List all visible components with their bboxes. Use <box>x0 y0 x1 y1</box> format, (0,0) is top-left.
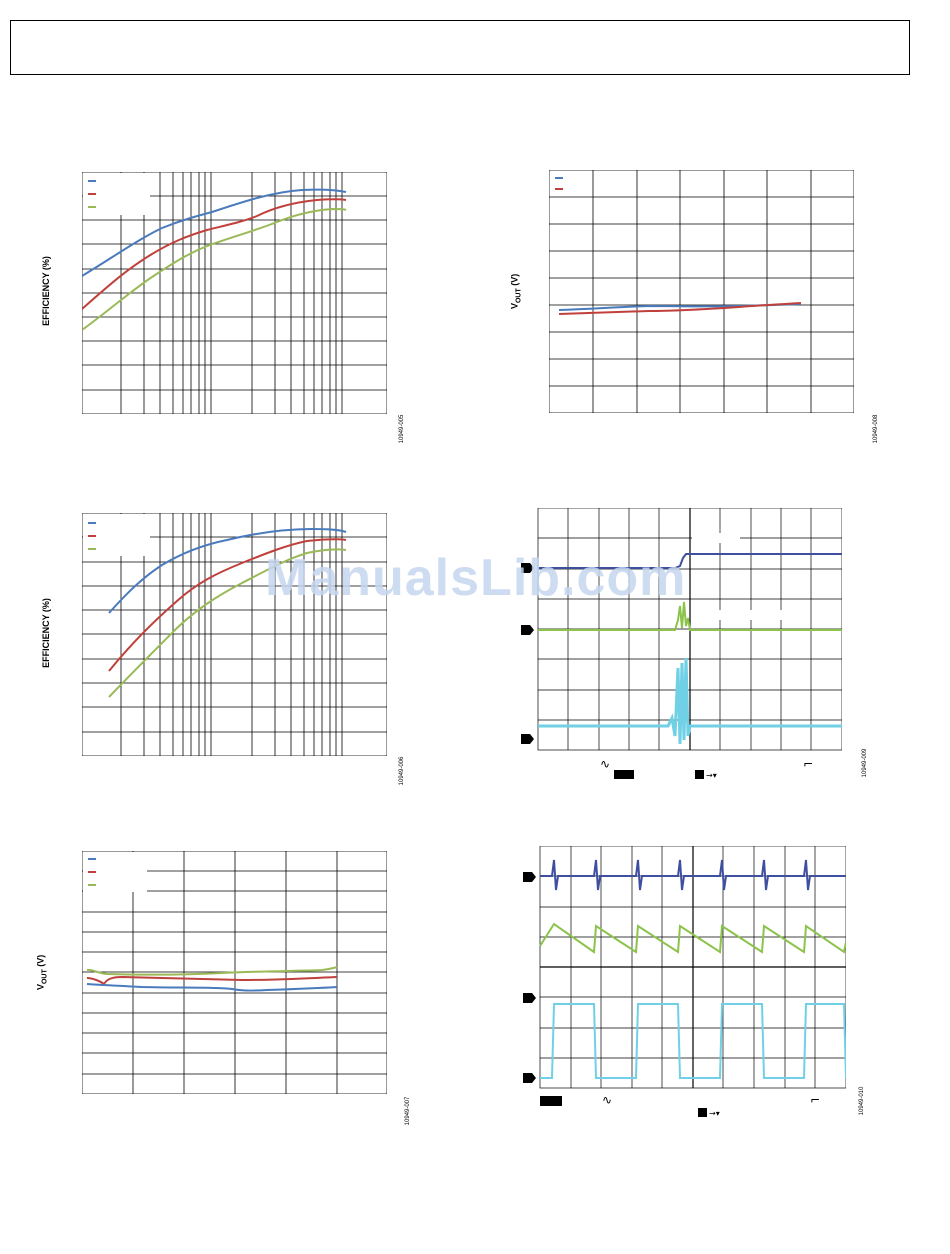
efficiency-chart-1-curve-green <box>82 207 347 331</box>
scope-capture-2-trace-3 <box>540 1003 846 1079</box>
scope-capture-2-arrow-icon: →▾ <box>709 1109 720 1118</box>
scope-capture-2-marker-2 <box>523 993 536 1003</box>
efficiency-chart-1-figure-id: 10949-005 <box>399 414 405 444</box>
scope-capture-2-trace-2 <box>539 922 846 954</box>
efficiency-chart-3-figure-id: 10949-006 <box>399 756 405 786</box>
vout-chart-2-legend-box <box>550 171 592 196</box>
scope-capture-1-tilde-icon: ∿ <box>600 757 610 771</box>
scope-capture-2-channel-badge <box>540 1096 562 1106</box>
page-header-box <box>10 20 910 75</box>
scope-capture-2-edge-icon: ⌐ <box>810 1093 820 1107</box>
scope-capture-1-edge-icon: ⌐ <box>803 757 813 771</box>
scope-capture-2: ∿ →▾ ⌐ <box>523 846 846 1118</box>
efficiency-chart-3 <box>82 513 387 756</box>
scope-capture-1-arrow-icon: →▾ <box>706 771 717 780</box>
scope-capture-1-trace-3 <box>538 657 842 745</box>
manualslib-watermark: ManualsLib.com <box>265 549 687 607</box>
vout-chart-5-grid <box>82 851 387 1094</box>
scope-capture-2-tilde-icon: ∿ <box>602 1093 612 1107</box>
scope-capture-2-marker-1 <box>523 872 536 882</box>
scope-capture-1-trace-2 <box>538 601 842 631</box>
scope-capture-2-marker-3 <box>523 1073 536 1083</box>
vout-chart-2-curve-red <box>558 302 802 315</box>
vout-chart-5 <box>82 851 387 1094</box>
scope-capture-1-marker-2 <box>521 625 534 635</box>
efficiency-chart-1-curve-red <box>82 198 347 310</box>
vout-chart-5-curve-green <box>86 966 338 976</box>
vout-chart-5-figure-id: 10949-007 <box>405 1096 411 1126</box>
efficiency-chart-1-grid <box>82 172 387 414</box>
scope-capture-2-grid <box>539 846 846 1089</box>
scope-capture-1-marker-1 <box>521 563 534 573</box>
scope-capture-1: ∿ →▾ ⌐ <box>521 508 842 780</box>
efficiency-chart-3-curve-red <box>108 538 347 672</box>
vout-chart-5-curve-blue <box>86 983 338 992</box>
scope-capture-2-trace-1 <box>540 859 846 891</box>
scope-capture-1-label-gap-2 <box>692 610 782 620</box>
scope-capture-1-channel-badge <box>614 770 634 779</box>
efficiency-chart-3-curve-green <box>108 548 347 698</box>
efficiency-chart-3-curve-blue <box>108 527 347 614</box>
scope-capture-1-trace-1 <box>538 553 842 569</box>
vout-chart-2-figure-id: 10949-008 <box>873 414 879 444</box>
vout-chart-2-grid <box>549 170 854 413</box>
scope-capture-1-trigger-icon <box>695 770 704 779</box>
efficiency-chart-1-curve-blue <box>82 188 347 277</box>
vout-chart-2-ylabel: VOUT (V) <box>509 273 523 310</box>
scope-capture-1-figure-id: 10949-009 <box>862 748 868 778</box>
efficiency-chart-1 <box>82 172 387 414</box>
efficiency-chart-3-ylabel: EFFICIENCY (%) <box>41 598 51 668</box>
vout-chart-5-ylabel: VOUT (V) <box>35 954 49 991</box>
vout-chart-5-curve-red <box>86 975 338 986</box>
scope-capture-1-marker-3 <box>521 734 534 744</box>
scope-capture-2-figure-id: 10949-010 <box>859 1086 865 1116</box>
scope-capture-2-trigger-icon <box>698 1108 707 1117</box>
scope-capture-1-label-gap <box>692 533 740 543</box>
efficiency-chart-1-ylabel: EFFICIENCY (%) <box>41 256 51 326</box>
vout-chart-2 <box>549 170 854 413</box>
